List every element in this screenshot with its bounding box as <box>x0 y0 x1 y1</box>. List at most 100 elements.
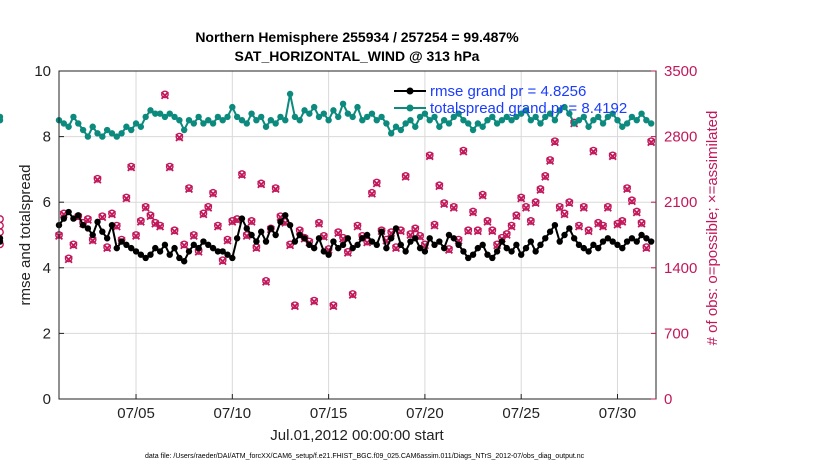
totalspread-point <box>455 110 462 117</box>
obs-assimilated-point <box>329 302 338 311</box>
totalspread-point <box>123 123 130 130</box>
rmse-point <box>623 238 631 245</box>
obs-assimilated-point <box>550 138 559 147</box>
rmse-point <box>580 244 587 252</box>
obs-possible-point <box>238 170 246 178</box>
totalspread-point <box>397 126 405 134</box>
plot-background <box>59 71 656 399</box>
obs-assimilated-point <box>103 244 112 253</box>
obs-assimilated-point <box>430 221 439 230</box>
obs-possible-point <box>315 218 323 227</box>
obs-assimilated-point <box>122 194 131 203</box>
obs-assimilated-point <box>261 277 271 286</box>
rmse-point <box>132 248 140 255</box>
obs-assimilated-point <box>290 302 299 311</box>
obs-assimilated-point <box>488 227 497 236</box>
rmse-point <box>325 251 332 258</box>
obs-assimilated-point <box>435 182 444 191</box>
totalspread-point <box>209 120 217 127</box>
totalspread-point <box>286 90 294 98</box>
rmse-point <box>378 228 385 235</box>
totalspread-point <box>161 113 169 121</box>
totalspread-point <box>460 117 467 124</box>
obs-assimilated-point <box>618 217 627 226</box>
y-left-tick-label: 4 <box>43 260 51 277</box>
obs-assimilated-point <box>237 170 246 180</box>
rmse-point <box>392 225 400 232</box>
totalspread-point <box>532 113 539 121</box>
obs-assimilated-point <box>310 297 319 306</box>
obs-assimilated-point <box>401 172 410 181</box>
rmse-point <box>638 231 645 239</box>
rmse-point <box>0 238 4 245</box>
obs-assimilated-point <box>512 212 521 221</box>
rmse-point <box>161 241 169 249</box>
rmse-point <box>103 235 111 242</box>
rmse-point <box>156 248 164 255</box>
rmse-point <box>200 238 207 245</box>
y-left-tick-label: 0 <box>43 391 51 408</box>
obs-possible-point <box>473 226 482 235</box>
totalspread-point <box>363 113 371 121</box>
rmse-point <box>118 238 125 245</box>
totalspread-point <box>171 113 178 121</box>
rmse-point <box>171 244 178 252</box>
rmse-point <box>484 251 491 258</box>
totalspread-point <box>431 113 438 121</box>
obs-assimilated-point <box>627 197 636 206</box>
rmse-point <box>628 235 636 242</box>
rmse-point <box>185 248 193 255</box>
obs-possible-point <box>550 137 559 146</box>
obs-assimilated-point <box>83 215 92 225</box>
totalspread-point <box>180 126 188 134</box>
obs-possible-point <box>141 202 150 211</box>
obs-possible-point <box>608 151 617 160</box>
rmse-point <box>440 244 448 252</box>
rmse-point <box>455 241 462 249</box>
totalspread-point <box>233 113 241 121</box>
rmse-point <box>89 231 96 239</box>
obs-assimilated-point <box>209 189 218 198</box>
chart-subtitle: SAT_HORIZONTAL_WIND @ 313 hPa <box>235 48 480 64</box>
totalspread-point <box>79 126 87 134</box>
obs-assimilated-point <box>546 156 555 166</box>
rmse-point <box>595 244 602 252</box>
totalspread-point <box>585 123 592 130</box>
obs-assimilated-point <box>314 219 324 228</box>
rmse-point <box>84 225 92 232</box>
totalspread-point <box>450 113 457 121</box>
obs-assimilated-point <box>93 175 102 184</box>
rmse-point <box>619 244 626 252</box>
obs-assimilated-point <box>425 152 434 161</box>
obs-assimilated-point <box>579 203 588 212</box>
totalspread-point <box>94 130 101 137</box>
totalspread-point <box>647 120 655 127</box>
totalspread-point <box>113 133 120 140</box>
obs-possible-point <box>146 211 155 220</box>
obs-possible-point <box>589 146 598 155</box>
totalspread-point <box>368 110 376 117</box>
totalspread-point <box>638 110 645 117</box>
obs-possible-point <box>541 172 550 180</box>
obs-assimilated-point <box>555 203 564 212</box>
rmse-point <box>258 228 265 235</box>
rmse-point <box>147 251 154 258</box>
rmse-point <box>508 248 515 255</box>
obs-assimilated-point <box>459 147 468 156</box>
totalspread-point <box>291 113 299 121</box>
obs-possible-point <box>127 162 136 171</box>
totalspread-point <box>339 100 347 108</box>
totalspread-point <box>156 110 164 117</box>
rmse-point <box>248 231 255 239</box>
totalspread-point <box>315 113 323 121</box>
obs-possible-point <box>0 240 4 249</box>
totalspread-point <box>238 117 246 124</box>
rmse-point <box>407 238 414 245</box>
obs-possible-point <box>406 230 415 238</box>
obs-possible-point <box>632 207 641 216</box>
totalspread-point <box>60 120 68 127</box>
totalspread-point <box>229 103 236 111</box>
totalspread-point <box>575 117 583 124</box>
obs-assimilated-point <box>613 220 622 229</box>
totalspread-point <box>219 117 226 124</box>
